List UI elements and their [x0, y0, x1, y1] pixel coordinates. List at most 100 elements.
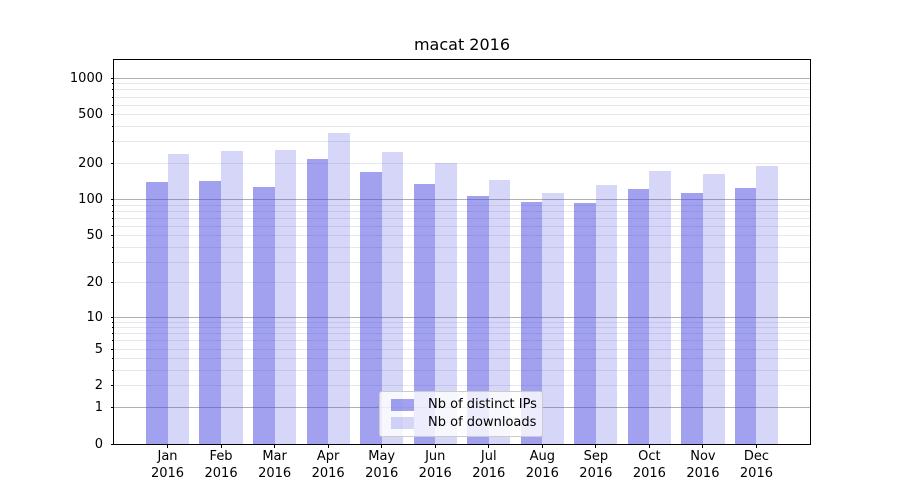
- minor-gridline: [114, 83, 810, 85]
- y-minor-tick: [112, 96, 114, 98]
- bar-distinct-ips-feb: [199, 180, 222, 444]
- minor-gridline: [114, 217, 810, 219]
- x-tick: [220, 444, 222, 448]
- y-tick-label: 2: [94, 378, 103, 394]
- minor-gridline: [114, 114, 810, 116]
- x-tick-label: Sep 2016: [579, 449, 613, 481]
- minor-gridline: [114, 321, 810, 323]
- y-tick: [110, 406, 114, 408]
- bar-distinct-ips-oct: [627, 189, 650, 444]
- bar-downloads-sep: [595, 185, 618, 444]
- x-tick: [702, 444, 704, 448]
- y-minor-tick: [112, 321, 114, 323]
- bar-downloads-jul: [488, 180, 511, 444]
- y-tick-label: 20: [86, 275, 103, 291]
- minor-gridline: [114, 333, 810, 335]
- minor-gridline: [114, 89, 810, 91]
- x-tick: [327, 444, 329, 448]
- major-gridline: [114, 316, 810, 318]
- chart-title: macat 2016: [413, 35, 511, 54]
- minor-gridline: [114, 210, 810, 212]
- bar-downloads-aug: [542, 192, 564, 444]
- x-tick-label: Apr 2016: [311, 449, 345, 481]
- x-tick: [274, 444, 276, 448]
- x-tick-label: Feb 2016: [204, 449, 238, 481]
- y-minor-tick: [112, 340, 114, 342]
- x-tick-label: Jan 2016: [150, 449, 185, 481]
- bar-downloads-jun: [435, 162, 457, 444]
- y-tick-label: 50: [86, 228, 103, 244]
- minor-gridline: [114, 204, 810, 206]
- minor-gridline: [114, 340, 810, 342]
- y-minor-tick: [112, 225, 114, 227]
- y-tick-label: 10: [86, 309, 103, 325]
- y-minor-tick: [112, 370, 114, 372]
- y-tick-label: 1: [94, 399, 103, 415]
- bar-distinct-ips-mar: [253, 187, 275, 444]
- x-tick-label: Nov 2016: [686, 449, 720, 481]
- x-tick-label: Mar 2016: [258, 449, 292, 481]
- minor-gridline: [114, 96, 810, 98]
- minor-gridline: [114, 327, 810, 329]
- bar-distinct-ips-sep: [574, 203, 596, 444]
- x-tick: [755, 444, 757, 448]
- minor-gridline: [114, 104, 810, 106]
- minor-gridline: [114, 261, 810, 263]
- bar-downloads-may: [381, 152, 404, 444]
- bar-distinct-ips-nov: [681, 193, 703, 444]
- bar-downloads-mar: [274, 149, 297, 444]
- x-tick-label: Jul 2016: [472, 449, 506, 481]
- y-minor-tick: [112, 217, 114, 219]
- plot-area: Nb of distinct IPs Nb of downloads: [113, 59, 811, 445]
- minor-gridline: [114, 358, 810, 360]
- y-tick-label: 1000: [69, 70, 103, 86]
- x-tick: [488, 444, 490, 448]
- minor-gridline: [114, 348, 810, 350]
- major-gridline: [114, 77, 810, 79]
- minor-gridline: [114, 370, 810, 372]
- legend: Nb of distinct IPs Nb of downloads: [379, 391, 543, 437]
- legend-swatch-distinct-ips: [391, 399, 414, 411]
- y-tick: [110, 162, 114, 164]
- y-minor-tick: [112, 210, 114, 212]
- x-tick: [167, 444, 169, 448]
- y-tick: [110, 114, 114, 116]
- y-minor-tick: [112, 104, 114, 106]
- legend-label-downloads: Nb of downloads: [428, 415, 537, 430]
- x-tick: [541, 444, 543, 448]
- y-tick-label: 0: [94, 436, 103, 452]
- minor-gridline: [114, 225, 810, 227]
- bar-downloads-jan: [167, 154, 190, 444]
- y-minor-tick: [112, 204, 114, 206]
- y-minor-tick: [112, 327, 114, 329]
- y-tick: [110, 348, 114, 350]
- minor-gridline: [114, 126, 810, 128]
- y-tick: [110, 199, 114, 201]
- bar-downloads-oct: [649, 171, 671, 444]
- y-tick-label: 500: [78, 107, 103, 123]
- minor-gridline: [114, 246, 810, 248]
- x-tick-label: Aug 2016: [525, 449, 559, 481]
- y-minor-tick: [112, 83, 114, 85]
- bar-distinct-ips-may: [360, 171, 382, 444]
- x-tick-label: Jun 2016: [418, 449, 452, 481]
- y-tick: [110, 77, 114, 79]
- x-tick: [595, 444, 597, 448]
- x-tick: [648, 444, 650, 448]
- y-minor-tick: [112, 126, 114, 128]
- y-tick: [110, 443, 114, 445]
- y-tick-label: 200: [78, 155, 103, 171]
- major-gridline: [114, 199, 810, 201]
- x-tick: [381, 444, 383, 448]
- legend-swatch-downloads: [391, 417, 414, 429]
- minor-gridline: [114, 235, 810, 237]
- bar-downloads-nov: [702, 174, 725, 444]
- y-tick: [110, 235, 114, 237]
- bar-distinct-ips-jul: [467, 196, 489, 444]
- x-tick-label: Dec 2016: [739, 449, 773, 481]
- bar-downloads-dec: [756, 166, 779, 444]
- bar-downloads-feb: [221, 150, 243, 444]
- y-tick: [110, 316, 114, 318]
- bar-distinct-ips-dec: [734, 187, 757, 444]
